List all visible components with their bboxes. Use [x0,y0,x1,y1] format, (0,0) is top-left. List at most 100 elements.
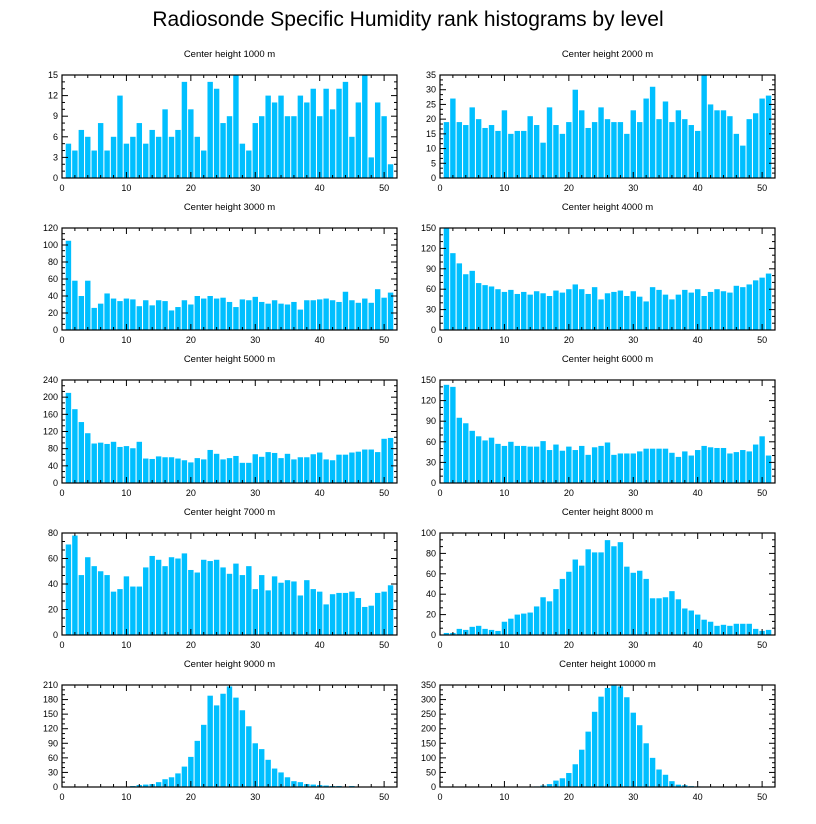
histogram-bar [233,455,239,483]
histogram-bar [630,572,636,635]
histogram-bar [475,436,482,483]
histogram-bar [688,292,694,330]
histogram-bar [65,143,72,178]
x-tick-label: 0 [59,640,64,650]
y-tick-label: 0 [53,630,58,640]
histogram-bar [591,711,598,787]
histogram-bar [746,623,752,635]
y-tick-label: 0 [53,173,58,183]
histogram-bar [643,743,649,787]
histogram-bar [624,566,630,635]
histogram-bar [624,697,630,787]
histogram-bar [553,444,559,483]
histogram-bar [123,298,130,330]
histogram-bar [591,447,598,483]
panel-title: Center height 5000 m [184,354,275,365]
histogram-bar [585,731,591,787]
x-tick-label: 0 [437,335,442,345]
histogram-bar [85,433,91,483]
histogram-bar [527,116,533,178]
histogram-bar [527,612,533,635]
y-tick-label: 90 [426,416,436,426]
histogram-bar [682,451,688,483]
histogram-bar [381,297,387,330]
histogram-bar [117,95,123,178]
x-tick-label: 0 [437,488,442,498]
histogram-bar [585,454,591,483]
histogram-bar [598,107,604,178]
histogram-bar [188,569,194,635]
panel-title: Center height 3000 m [184,202,275,213]
histogram-bar [488,286,495,330]
histogram-bar [155,782,162,787]
histogram-bar [297,309,304,330]
histogram-bar [201,559,207,635]
histogram-bar [381,591,387,635]
x-tick-label: 50 [757,792,767,802]
histogram-bar [746,451,752,483]
y-tick-label: 100 [421,753,436,763]
panel-title: Center height 9000 m [184,659,275,670]
histogram-bar [508,133,514,178]
panel-title: Center height 1000 m [184,49,275,60]
histogram-bar [201,298,207,330]
histogram-bar [752,280,759,330]
histogram-bar [540,142,546,178]
x-tick-label: 30 [628,488,638,498]
histogram-bar [155,136,162,178]
histogram-bar [130,448,136,483]
histogram-bar [694,450,701,483]
histogram-bar [168,557,175,635]
histogram-bar [194,136,200,178]
histogram-bar [362,298,368,330]
histogram-bar [463,125,469,178]
histogram-bar [349,136,355,178]
histogram-bar [194,572,200,635]
histogram-bar [521,445,527,483]
y-tick-label: 350 [421,680,436,690]
histogram-bar [579,289,585,330]
histogram-bar [143,143,149,178]
histogram-bar [265,303,271,330]
histogram-bar [284,304,291,330]
histogram-bar [278,772,284,787]
histogram-bar [143,567,149,635]
histogram-bar [463,423,469,483]
histogram-bar [226,573,233,635]
histogram-bar [226,301,233,330]
histogram-bar [533,125,540,178]
histogram-bar [175,458,181,483]
y-tick-label: 30 [426,305,436,315]
y-tick-label: 20 [48,308,58,318]
x-tick-label: 20 [564,335,574,345]
histogram-bar [482,440,488,483]
histogram-bar [104,293,110,330]
x-tick-label: 20 [564,640,574,650]
y-tick-label: 80 [48,444,58,454]
histogram-bar [707,447,714,483]
histogram-bar [284,777,291,787]
histogram-bar [733,133,740,178]
histogram-bar [488,125,495,178]
histogram-bar [220,123,226,178]
histogram-bar [662,101,669,178]
histogram-bar [624,133,630,178]
histogram-bar [130,586,136,635]
histogram-bar [727,453,733,483]
x-tick-label: 50 [379,792,389,802]
y-tick-label: 10 [426,144,436,154]
histogram-bar [72,150,78,178]
x-tick-label: 50 [757,488,767,498]
histogram-bar [143,458,149,483]
x-tick-label: 10 [121,183,131,193]
histogram-bar [123,446,130,483]
y-tick-label: 50 [426,767,436,777]
histogram-bar [701,619,707,635]
y-tick-label: 90 [426,264,436,274]
histogram-bar [297,595,304,635]
histogram-bar [181,460,188,483]
histogram-bar [450,253,456,330]
histogram-bar [553,290,559,330]
histogram-bar [643,448,649,483]
chart-panel-10: Center height 10000 m 0 10 20 30 40 50 0 50 100 15… [421,659,776,802]
